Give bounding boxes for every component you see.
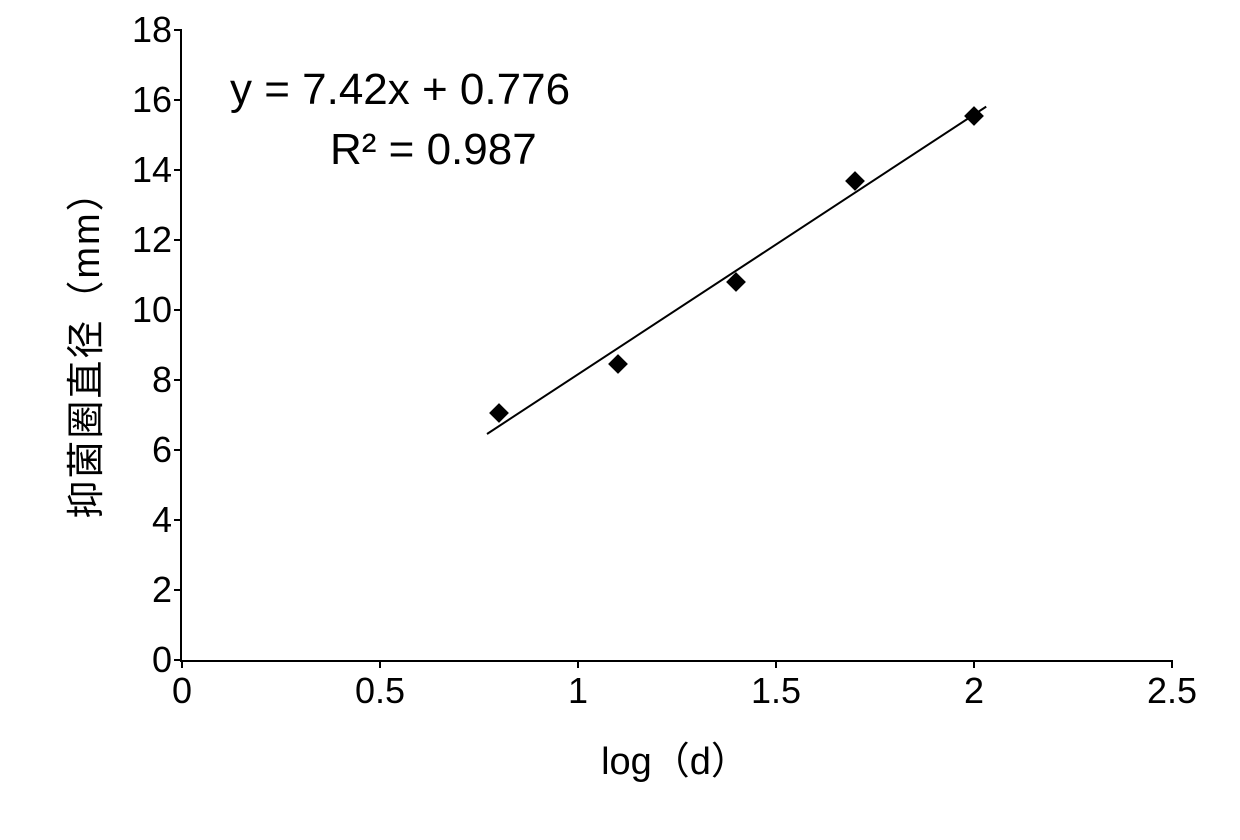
- regression-line: [486, 106, 986, 435]
- x-tick-label: 2.5: [1147, 660, 1197, 712]
- r-squared-annotation: R² = 0.987: [330, 125, 537, 175]
- y-tick-label: 6: [152, 429, 182, 471]
- chart-container: 02468101214161800.511.522.5 抑菌圈直径（mm） lo…: [0, 0, 1240, 840]
- y-axis-label: 抑菌圈直径（mm）: [55, 171, 110, 518]
- y-tick-label: 8: [152, 359, 182, 401]
- y-tick-label: 4: [152, 499, 182, 541]
- x-tick-label: 1.5: [751, 660, 801, 712]
- y-tick-label: 12: [132, 219, 182, 261]
- x-tick-label: 2: [964, 660, 984, 712]
- y-tick-label: 14: [132, 149, 182, 191]
- y-tick-label: 10: [132, 289, 182, 331]
- x-tick-label: 0.5: [355, 660, 405, 712]
- data-point: [608, 354, 628, 374]
- x-tick-label: 0: [172, 660, 192, 712]
- x-tick-label: 1: [568, 660, 588, 712]
- y-tick-label: 18: [132, 9, 182, 51]
- y-tick-label: 2: [152, 569, 182, 611]
- y-tick-label: 16: [132, 79, 182, 121]
- equation-annotation: y = 7.42x + 0.776: [230, 65, 570, 115]
- x-axis-label: log（d）: [601, 730, 749, 785]
- plot-area: 02468101214161800.511.522.5: [180, 30, 1172, 662]
